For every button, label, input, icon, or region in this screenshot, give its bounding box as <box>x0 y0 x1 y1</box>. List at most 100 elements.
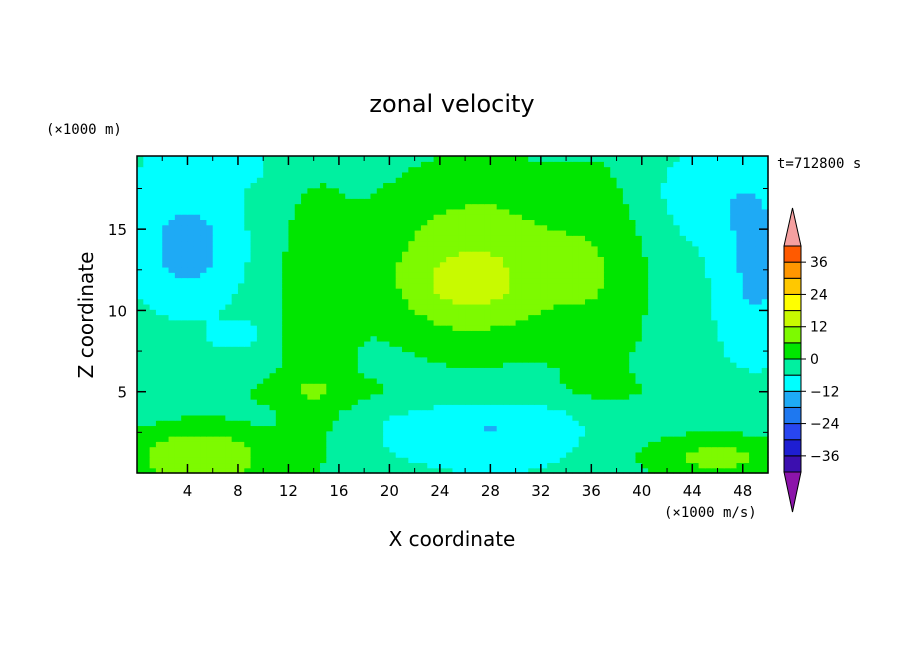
field-cell <box>471 229 479 236</box>
field-cell <box>635 309 643 316</box>
field-cell <box>313 446 321 453</box>
field-cell <box>629 251 637 257</box>
field-cell <box>603 409 611 416</box>
field-cell <box>635 277 643 284</box>
field-cell <box>597 272 605 279</box>
field-cell <box>244 446 252 453</box>
field-cell <box>540 288 548 294</box>
field-cell <box>174 293 182 300</box>
field-cell <box>717 208 725 215</box>
field-cell <box>301 409 308 416</box>
field-cell <box>471 393 479 400</box>
field-cell <box>155 277 163 284</box>
field-cell <box>597 235 605 242</box>
field-cell <box>641 219 649 226</box>
field-cell <box>692 272 700 279</box>
field-cell <box>591 436 599 442</box>
field-cell <box>723 351 731 358</box>
field-cell <box>414 325 422 331</box>
field-cell <box>515 340 523 347</box>
field-cell <box>168 457 176 464</box>
field-cell <box>137 319 144 326</box>
field-cell <box>458 446 466 453</box>
field-cell <box>244 309 252 316</box>
field-cell <box>547 451 555 458</box>
field-cell <box>376 314 384 321</box>
field-cell <box>496 420 504 427</box>
field-cell <box>219 467 226 474</box>
field-cell <box>692 235 700 242</box>
field-cell <box>383 467 390 474</box>
field-cell <box>629 288 637 294</box>
field-cell <box>162 372 170 379</box>
field-cell <box>673 298 681 305</box>
field-cell <box>181 393 189 400</box>
field-cell <box>477 340 485 347</box>
field-cell <box>742 441 750 448</box>
field-cell <box>275 383 283 390</box>
field-cell <box>237 309 245 316</box>
field-cell <box>370 351 378 358</box>
field-cell <box>540 282 548 289</box>
field-cell <box>648 372 656 379</box>
field-cell <box>452 293 460 300</box>
field-cell <box>667 288 674 294</box>
field-cell <box>711 240 719 247</box>
field-cell <box>559 388 567 395</box>
field-cell <box>452 420 460 427</box>
field-cell <box>168 383 176 390</box>
field-cell <box>181 266 189 273</box>
field-cell <box>389 325 397 331</box>
field-cell <box>319 303 327 310</box>
field-cell <box>509 208 517 215</box>
field-cell <box>307 451 315 458</box>
field-cell <box>515 208 523 215</box>
field-cell <box>566 314 573 321</box>
field-cell <box>534 219 542 226</box>
field-cell <box>181 451 189 458</box>
field-cell <box>174 425 182 432</box>
field-cell <box>193 330 201 337</box>
field-cell <box>427 404 435 411</box>
field-cell <box>742 383 750 390</box>
field-cell <box>307 240 315 247</box>
field-cell <box>736 351 744 358</box>
field-cell <box>742 436 750 442</box>
field-cell <box>641 393 649 400</box>
field-cell <box>465 420 473 427</box>
field-cell <box>610 325 618 331</box>
field-cell <box>414 377 422 384</box>
field-cell <box>755 362 763 368</box>
field-cell <box>591 256 599 263</box>
field-cell <box>427 430 435 437</box>
field-cell <box>376 351 384 358</box>
field-cell <box>654 441 662 448</box>
field-cell <box>357 393 365 400</box>
field-cell <box>275 330 283 337</box>
field-cell <box>332 261 340 268</box>
field-cell <box>376 330 384 337</box>
field-cell <box>187 309 195 316</box>
field-cell <box>566 340 573 347</box>
field-cell <box>319 219 327 226</box>
field-cell <box>585 282 592 289</box>
field-cell <box>181 404 189 411</box>
field-cell <box>307 420 315 427</box>
field-cell <box>162 288 170 294</box>
field-cell <box>509 245 517 252</box>
field-cell <box>155 457 163 464</box>
field-cell <box>225 298 233 305</box>
field-cell <box>244 414 252 421</box>
field-cell <box>301 325 308 331</box>
field-cell <box>465 451 473 458</box>
field-cell <box>540 229 548 236</box>
field-cell <box>673 219 681 226</box>
field-cell <box>319 462 327 469</box>
field-cell <box>566 282 573 289</box>
field-cell <box>294 219 302 226</box>
field-cell <box>427 251 435 257</box>
field-cell <box>395 319 403 326</box>
field-cell <box>219 457 226 464</box>
field-cell <box>578 388 586 395</box>
field-cell <box>282 430 290 437</box>
